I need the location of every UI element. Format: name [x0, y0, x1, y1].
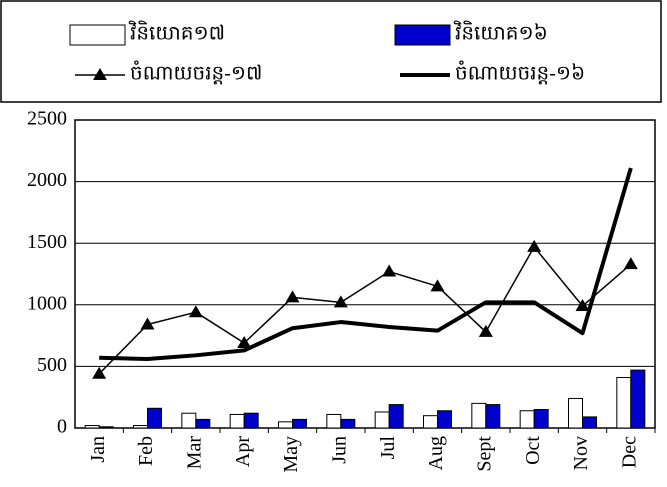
line	[98, 246, 632, 375]
bar	[471, 402, 487, 429]
bar	[374, 411, 390, 429]
bar	[147, 407, 162, 429]
legend-label: វិនិយោគ១៦	[453, 20, 547, 45]
bar	[326, 413, 342, 429]
marker	[92, 366, 107, 379]
bar	[437, 410, 452, 429]
bar	[292, 418, 307, 429]
bar	[533, 409, 549, 429]
marker	[430, 279, 445, 292]
bar	[133, 425, 148, 429]
legend-label: វិនិយោគ១៧	[128, 20, 225, 45]
x-tick-label: Jun	[328, 436, 350, 464]
x-tick-label: Jul	[377, 436, 399, 460]
marker	[623, 257, 638, 270]
bar	[423, 415, 438, 429]
x-tick-label: Oct	[522, 436, 544, 465]
marker	[188, 305, 203, 318]
bar	[195, 418, 211, 429]
legend-label: ចំណាយចរន្ត-១៧	[130, 60, 262, 85]
marker	[333, 295, 348, 308]
marker	[237, 335, 252, 348]
plot-area	[74, 119, 656, 429]
marker	[527, 239, 542, 252]
bar	[388, 404, 404, 429]
x-tick-label: Apr	[232, 436, 254, 467]
x-tick-label: Aug	[425, 436, 447, 470]
bar	[340, 418, 356, 429]
marker	[478, 324, 493, 337]
y-tick-label: 2500	[27, 108, 67, 130]
marker	[575, 299, 590, 312]
marker	[382, 264, 397, 277]
legend-box	[0, 0, 662, 103]
x-tick-label: May	[280, 436, 302, 473]
legend-marker	[93, 68, 107, 80]
legend-label: ចំណាយចរន្ត-១៦	[455, 60, 585, 85]
bar	[98, 426, 114, 429]
x-tick-label: Jan	[87, 436, 109, 463]
marker	[140, 317, 155, 330]
bar	[278, 421, 293, 429]
legend-swatch	[394, 24, 451, 46]
line	[99, 167, 633, 362]
bar	[519, 410, 535, 429]
x-tick-label: Sept	[473, 436, 495, 472]
bar	[630, 369, 646, 429]
marker	[285, 290, 300, 303]
y-tick-label: 500	[37, 354, 67, 376]
bar	[568, 397, 583, 429]
y-tick-label: 0	[57, 416, 67, 438]
y-tick-label: 1000	[27, 292, 67, 314]
x-tick-label: Mar	[183, 436, 205, 470]
bar	[84, 425, 100, 429]
legend-swatch	[69, 24, 126, 46]
bar	[229, 413, 245, 429]
bar	[582, 416, 597, 429]
bar	[485, 404, 501, 429]
x-tick-label: Feb	[135, 436, 157, 466]
y-tick-label: 2000	[27, 169, 67, 191]
x-tick-label: Dec	[618, 436, 640, 468]
y-tick-label: 1500	[27, 231, 67, 253]
bar	[243, 412, 259, 429]
bar	[181, 412, 197, 429]
x-tick-label: Nov	[570, 436, 592, 470]
bar	[616, 376, 632, 429]
